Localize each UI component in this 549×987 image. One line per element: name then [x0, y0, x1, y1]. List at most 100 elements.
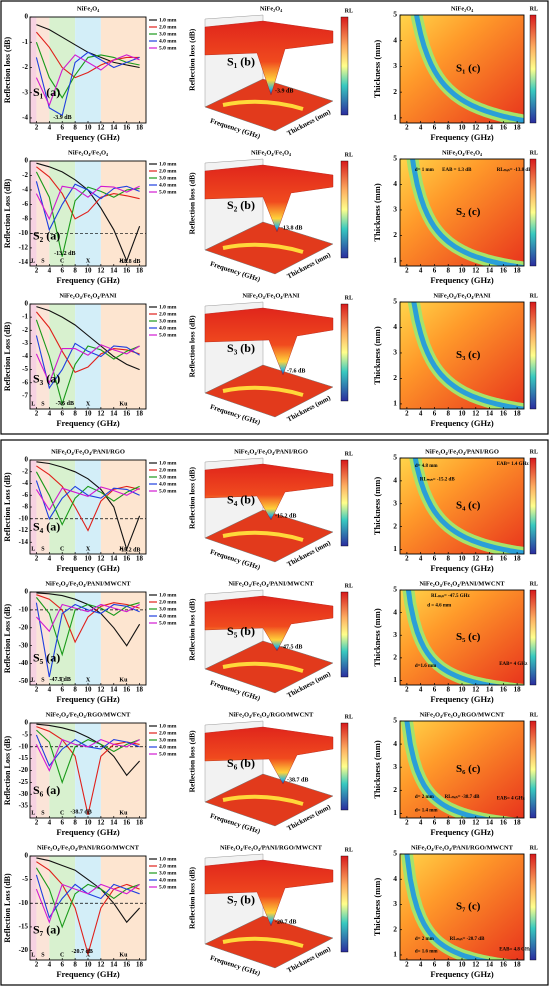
band-label: C: [60, 810, 64, 816]
y-tick-label: 4: [393, 322, 397, 331]
annotation: RLₘᵢₙ= -47.5 GHz: [431, 594, 470, 599]
x-tick-label: 8: [446, 961, 450, 969]
panel-label: S₁ (b): [227, 54, 255, 68]
x-tick-label: 4: [419, 686, 423, 694]
band-label: L: [31, 677, 35, 683]
legend-label: 5.0 mm: [159, 189, 177, 195]
x-tick-label: 4: [48, 961, 52, 969]
band-label: Ku: [119, 952, 128, 958]
y-tick-label: -12: [19, 526, 29, 534]
y-axis-label: Thickness (mm): [372, 608, 382, 666]
x-tick-label: 2: [405, 410, 409, 418]
y-tick-label: -40: [19, 659, 29, 667]
x-tick-label: 10: [85, 819, 93, 827]
panel-label: S₂ (b): [227, 198, 255, 212]
annotation: -13.8 dB: [281, 225, 302, 231]
y-tick-label: 5: [393, 716, 397, 725]
x-tick-label: 14: [486, 961, 494, 969]
legend-label: 2.0 mm: [159, 467, 177, 473]
rl-curve: [36, 461, 141, 551]
band-label: Ku: [119, 258, 128, 264]
band-label: L: [31, 810, 35, 816]
x-tick-label: 18: [514, 124, 522, 132]
panel-label: S₃ (a): [33, 371, 60, 385]
y-tick-label: -2: [22, 326, 28, 334]
x-tick-label: 8: [446, 819, 450, 827]
y-tick-label: 4: [393, 35, 397, 44]
rl-curve: [36, 594, 140, 644]
frequency-band: [75, 304, 101, 409]
y-tick-label: 5: [393, 10, 397, 19]
y-tick-label: -10: [19, 229, 29, 237]
y-tick-label: 2: [393, 924, 397, 933]
contour-band: [404, 854, 492, 960]
y-tick-label: -14: [19, 258, 29, 266]
rl-surface: [204, 595, 334, 652]
x-tick-label: 6: [433, 267, 437, 275]
x-tick-label: 14: [110, 686, 118, 694]
x-tick-label: 14: [110, 819, 118, 827]
x-tick-label: 2: [405, 819, 409, 827]
x-tick-label: 10: [459, 267, 467, 275]
y-tick-label: 5: [393, 154, 397, 163]
rl-curve: [35, 597, 140, 657]
legend-label: 4.0 mm: [159, 481, 177, 487]
x-axis-label: Frequency (GHz): [56, 563, 120, 573]
legend-label: 1.0 mm: [159, 460, 177, 466]
x-axis-label: Frequency (GHz): [430, 969, 494, 979]
floor-band: [222, 530, 304, 542]
y-axis-label: Reflection Loss (dB): [3, 472, 12, 542]
band-label: S: [41, 258, 45, 264]
colorbar: [529, 457, 537, 555]
floor-map: [204, 221, 334, 275]
frequency-band: [49, 304, 76, 409]
annotation: EAB= 4 GHz: [499, 662, 528, 667]
x-tick-label: 10: [459, 124, 467, 132]
x-tick-label: 18: [136, 410, 144, 418]
legend-label: 4.0 mm: [159, 38, 177, 44]
x-tick-label: 2: [35, 961, 39, 969]
x-tick-label: 12: [472, 410, 480, 418]
y-tick-label: -5: [22, 730, 28, 738]
x-axis-label: Frequency (GHz): [430, 563, 494, 573]
legend-label: 3.0 mm: [159, 606, 177, 612]
panel-title: NiFe₂O₄/Fe₃O₄/PANI/RGO/MWCNT: [37, 844, 140, 851]
x-tick-label: 8: [73, 961, 77, 969]
x-tick-label: 12: [97, 819, 105, 827]
y-tick-label: -10: [19, 899, 29, 907]
y-tick-label: 1: [393, 399, 397, 408]
y-tick-label: -4: [22, 352, 28, 360]
legend-label: 2.0 mm: [159, 311, 177, 317]
annotation: -47.5 dB: [281, 644, 302, 650]
legend-label: 3.0 mm: [159, 175, 177, 181]
panel-label: S₂ (c): [456, 206, 481, 218]
x-tick-label: 18: [136, 124, 144, 132]
x-tick-label: 6: [60, 555, 64, 563]
x-tick-label: 2: [35, 124, 39, 132]
annotation: -3.9 dB: [275, 88, 293, 94]
floor-map: [204, 78, 334, 132]
x-axis-label: Frequency (GHz): [56, 275, 120, 285]
colorbar: [529, 589, 537, 686]
legend-label: 5.0 mm: [159, 620, 177, 626]
y-tick-label: -35: [19, 802, 29, 810]
x-tick-label: 4: [419, 124, 423, 132]
y-axis-label: Reflection loss (dB): [188, 466, 197, 529]
x-axis-label: Frequency (GHz): [56, 694, 120, 704]
annotation: d= 1 mm: [415, 168, 435, 173]
x-tick-label: 12: [97, 555, 105, 563]
rl-curve: [36, 729, 140, 785]
x-tick-label: 4: [48, 267, 52, 275]
x-tick-label: 18: [514, 686, 522, 694]
frequency-band: [30, 161, 37, 266]
colorbar: [340, 303, 349, 402]
floor-map: [204, 364, 334, 418]
y-tick-label: -10: [19, 605, 29, 613]
colorbar: [340, 591, 349, 678]
frequency-band: [30, 723, 37, 818]
legend-label: 3.0 mm: [159, 474, 177, 480]
x-tick-label: 12: [97, 410, 105, 418]
x-tick-label: 4: [48, 124, 52, 132]
x-tick-label: 6: [60, 686, 64, 694]
frequency-band: [75, 856, 101, 960]
